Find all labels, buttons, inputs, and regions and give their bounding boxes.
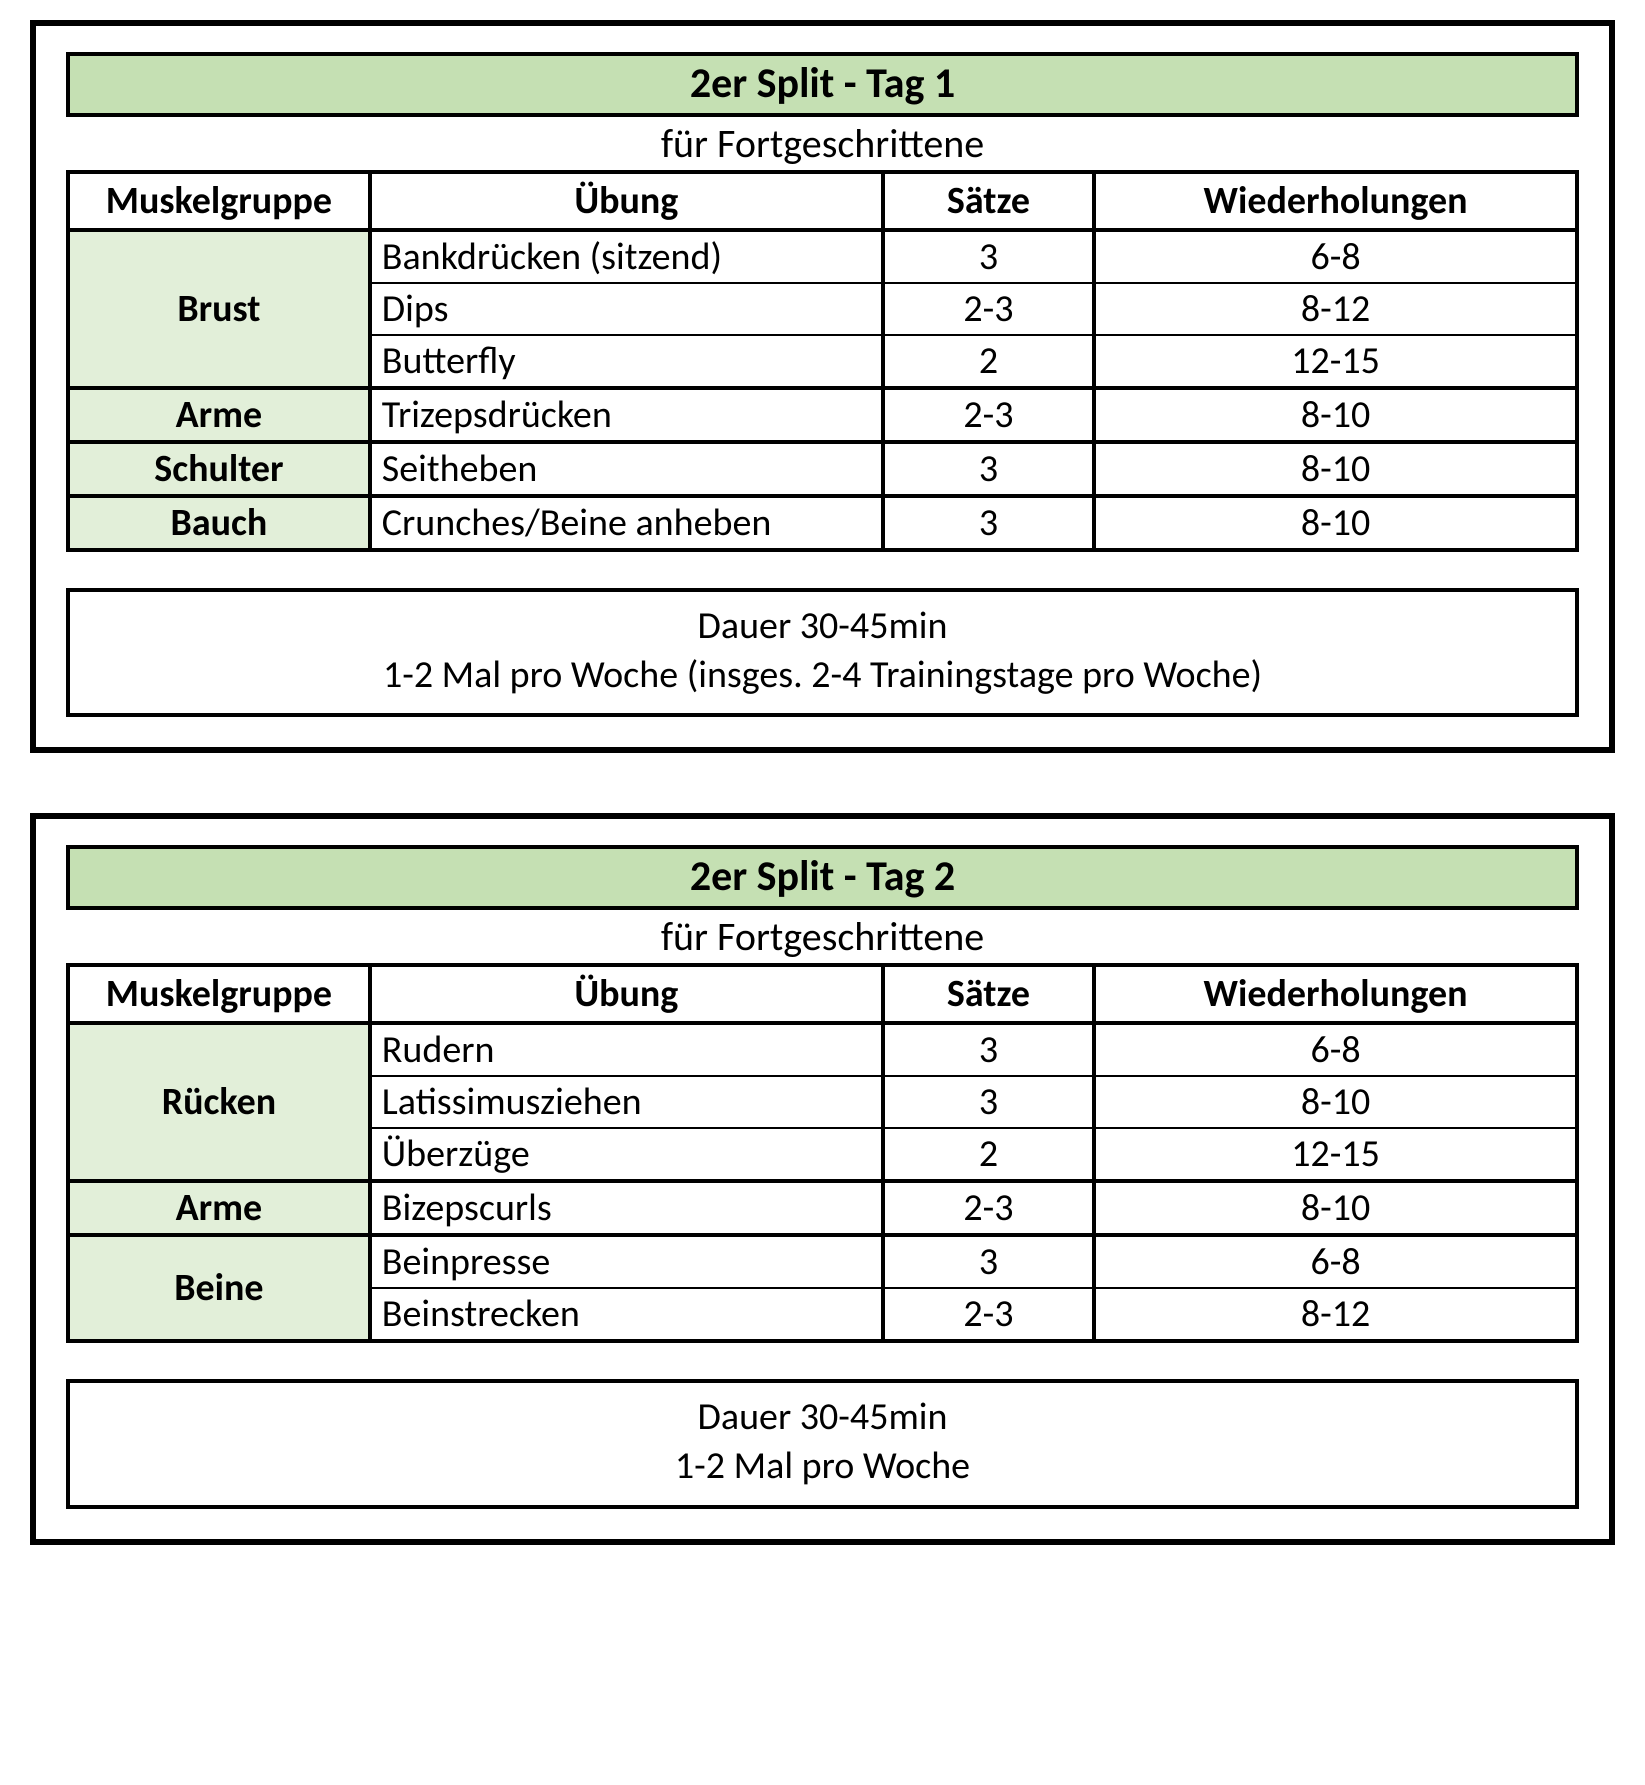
exercise-name-cell: Latissimusziehen [370, 1076, 883, 1128]
table-row: ArmeBizepscurls2-38-10 [68, 1181, 1577, 1235]
table-row: SchulterSeitheben38-10 [68, 442, 1577, 496]
workout-table: MuskelgruppeÜbungSätzeWiederholungenBrus… [66, 170, 1579, 552]
table-row: ArmeTrizepsdrücken2-38-10 [68, 388, 1577, 442]
plan-card: 2er Split - Tag 1für FortgeschritteneMus… [30, 20, 1615, 753]
reps-cell: 8-10 [1094, 442, 1577, 496]
reps-cell: 12-15 [1094, 335, 1577, 388]
plan-title: 2er Split - Tag 1 [66, 52, 1579, 117]
sets-cell: 3 [883, 1023, 1094, 1076]
exercise-name-cell: Trizepsdrücken [370, 388, 883, 442]
plan-note-line: 1-2 Mal pro Woche [80, 1442, 1565, 1491]
reps-cell: 12-15 [1094, 1128, 1577, 1181]
reps-cell: 6-8 [1094, 230, 1577, 283]
exercise-name-cell: Überzüge [370, 1128, 883, 1181]
muscle-group-cell: Bauch [68, 496, 370, 550]
column-header: Muskelgruppe [68, 965, 370, 1023]
muscle-group-cell: Arme [68, 388, 370, 442]
exercise-name-cell: Bankdrücken (sitzend) [370, 230, 883, 283]
table-row: BrustBankdrücken (sitzend)36-8 [68, 230, 1577, 283]
sets-cell: 3 [883, 496, 1094, 550]
exercise-name-cell: Dips [370, 283, 883, 335]
reps-cell: 8-10 [1094, 1076, 1577, 1128]
plan-subtitle: für Fortgeschrittene [66, 119, 1579, 168]
plan-note-line: 1-2 Mal pro Woche (insges. 2-4 Trainings… [80, 651, 1565, 700]
table-row: BeineBeinpresse36-8 [68, 1235, 1577, 1288]
sets-cell: 2-3 [883, 283, 1094, 335]
reps-cell: 8-12 [1094, 283, 1577, 335]
reps-cell: 6-8 [1094, 1235, 1577, 1288]
reps-cell: 8-10 [1094, 496, 1577, 550]
table-header-row: MuskelgruppeÜbungSätzeWiederholungen [68, 172, 1577, 230]
exercise-name-cell: Seitheben [370, 442, 883, 496]
sets-cell: 2 [883, 1128, 1094, 1181]
table-row: RückenRudern36-8 [68, 1023, 1577, 1076]
sets-cell: 2 [883, 335, 1094, 388]
column-header: Wiederholungen [1094, 172, 1577, 230]
column-header: Übung [370, 172, 883, 230]
workout-table: MuskelgruppeÜbungSätzeWiederholungenRück… [66, 963, 1579, 1343]
exercise-name-cell: Butterfly [370, 335, 883, 388]
table-row: BauchCrunches/Beine anheben38-10 [68, 496, 1577, 550]
plan-card: 2er Split - Tag 2für FortgeschritteneMus… [30, 813, 1615, 1544]
plan-title: 2er Split - Tag 2 [66, 845, 1579, 910]
sets-cell: 3 [883, 1235, 1094, 1288]
sets-cell: 3 [883, 1076, 1094, 1128]
sets-cell: 3 [883, 442, 1094, 496]
column-header: Sätze [883, 172, 1094, 230]
muscle-group-cell: Rücken [68, 1023, 370, 1181]
sets-cell: 3 [883, 230, 1094, 283]
sets-cell: 2-3 [883, 1181, 1094, 1235]
plan-note: Dauer 30-45min1-2 Mal pro Woche [66, 1379, 1579, 1508]
plan-note-line: Dauer 30-45min [80, 1393, 1565, 1442]
column-header: Wiederholungen [1094, 965, 1577, 1023]
muscle-group-cell: Brust [68, 230, 370, 388]
column-header: Muskelgruppe [68, 172, 370, 230]
column-header: Übung [370, 965, 883, 1023]
page: 2er Split - Tag 1für FortgeschritteneMus… [0, 0, 1645, 1625]
reps-cell: 8-12 [1094, 1288, 1577, 1341]
plan-subtitle: für Fortgeschrittene [66, 912, 1579, 961]
reps-cell: 8-10 [1094, 1181, 1577, 1235]
column-header: Sätze [883, 965, 1094, 1023]
plan-note-line: Dauer 30-45min [80, 602, 1565, 651]
exercise-name-cell: Bizepscurls [370, 1181, 883, 1235]
reps-cell: 8-10 [1094, 388, 1577, 442]
muscle-group-cell: Beine [68, 1235, 370, 1341]
sets-cell: 2-3 [883, 388, 1094, 442]
sets-cell: 2-3 [883, 1288, 1094, 1341]
exercise-name-cell: Rudern [370, 1023, 883, 1076]
exercise-name-cell: Beinstrecken [370, 1288, 883, 1341]
exercise-name-cell: Crunches/Beine anheben [370, 496, 883, 550]
table-header-row: MuskelgruppeÜbungSätzeWiederholungen [68, 965, 1577, 1023]
reps-cell: 6-8 [1094, 1023, 1577, 1076]
muscle-group-cell: Arme [68, 1181, 370, 1235]
exercise-name-cell: Beinpresse [370, 1235, 883, 1288]
muscle-group-cell: Schulter [68, 442, 370, 496]
plan-note: Dauer 30-45min1-2 Mal pro Woche (insges.… [66, 588, 1579, 717]
